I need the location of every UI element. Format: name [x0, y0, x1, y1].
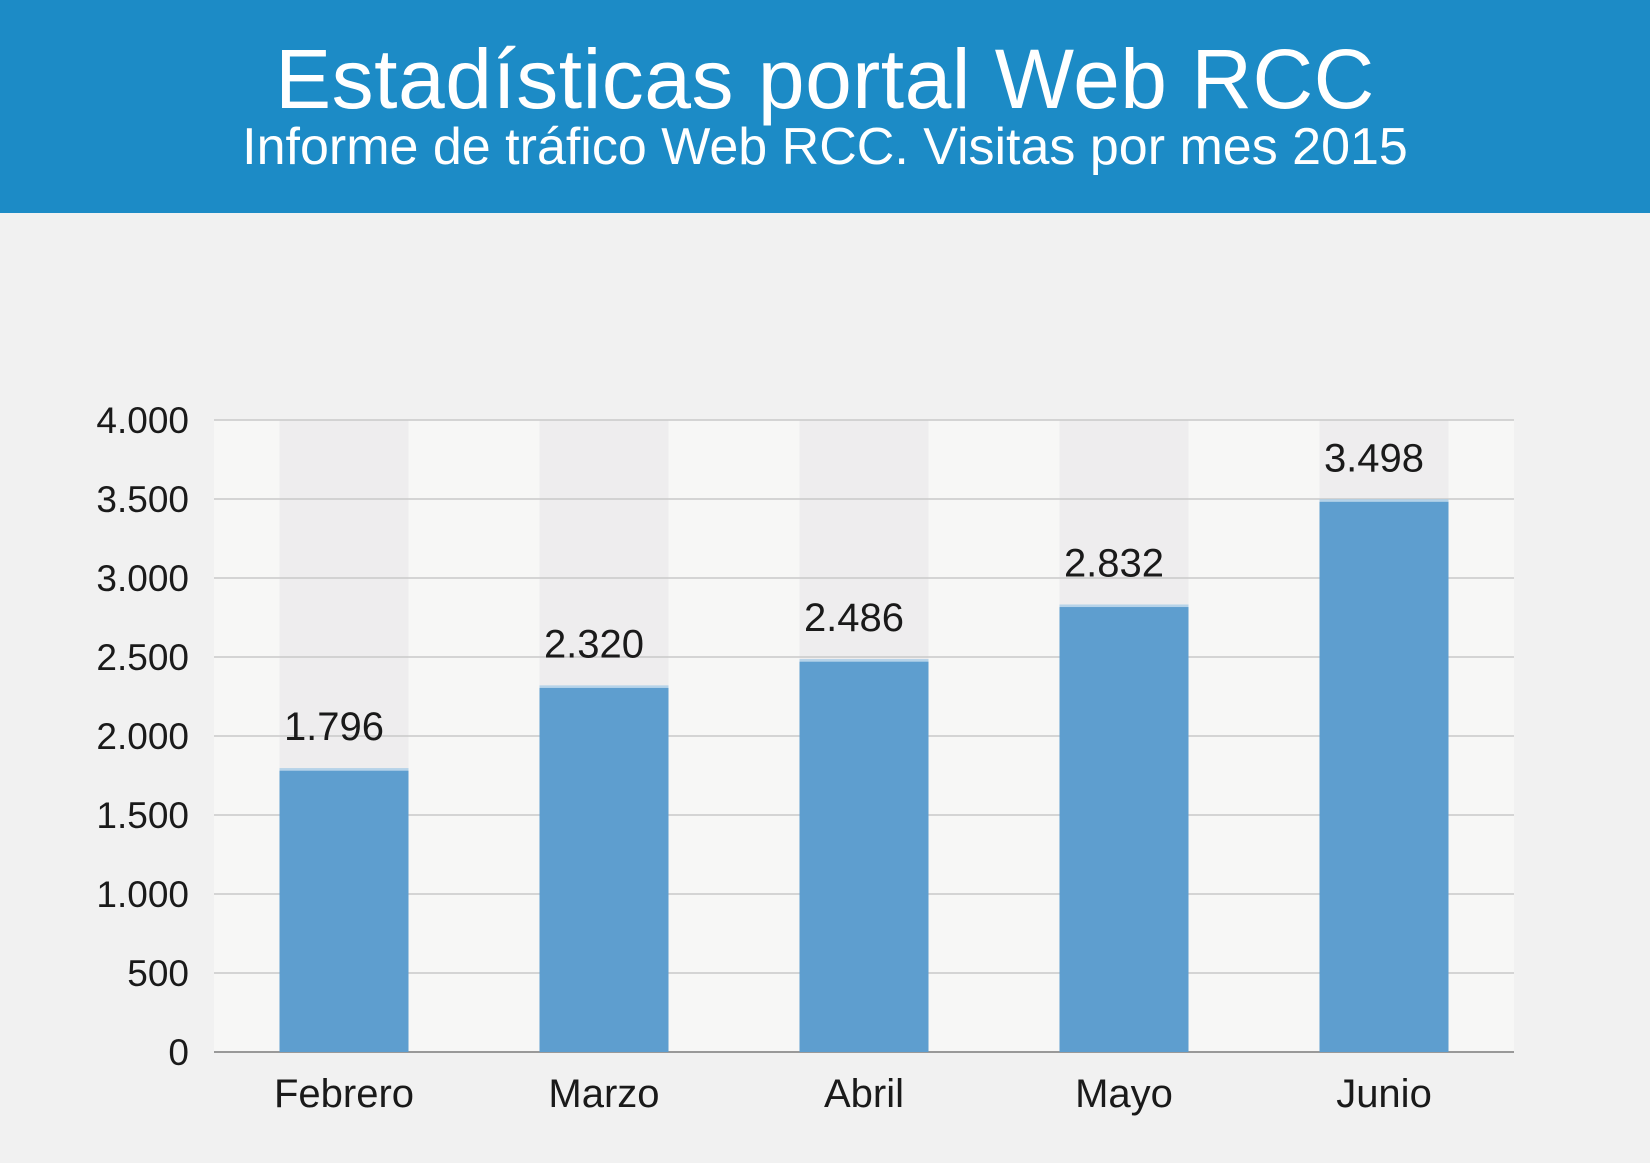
- y-tick-label: 500: [127, 953, 189, 994]
- y-tick-label: 0: [168, 1032, 189, 1073]
- bar: [799, 659, 929, 1052]
- bar: [279, 768, 409, 1052]
- data-label: 2.832: [1064, 542, 1164, 586]
- bar: [1319, 499, 1449, 1052]
- bar-top-highlight: [799, 659, 929, 662]
- page-title: Estadísticas portal Web RCC: [275, 32, 1375, 126]
- bar-top-highlight: [1059, 604, 1189, 608]
- x-tick-label: Marzo: [548, 1072, 659, 1116]
- bar: [539, 685, 669, 1052]
- y-tick-label: 3.500: [96, 479, 189, 520]
- y-tick-label: 2.500: [96, 637, 189, 678]
- data-label: 3.498: [1324, 436, 1424, 480]
- data-label: 2.320: [544, 622, 644, 666]
- x-tick-label: Abril: [824, 1072, 904, 1116]
- y-tick-label: 1.500: [96, 795, 189, 836]
- x-tick-label: Mayo: [1075, 1072, 1173, 1116]
- header-banner: Estadísticas portal Web RCC Informe de t…: [0, 0, 1650, 213]
- bar-top-highlight: [279, 768, 409, 771]
- y-tick-label: 4.000: [96, 400, 189, 441]
- data-label: 2.486: [804, 596, 904, 640]
- bar-top-highlight: [1319, 499, 1449, 502]
- x-tick-label: Junio: [1336, 1072, 1432, 1116]
- bar: [1059, 604, 1189, 1052]
- y-tick-label: 2.000: [96, 716, 189, 757]
- bar-top-highlight: [539, 685, 669, 688]
- y-tick-label: 3.000: [96, 558, 189, 599]
- bar-chart: 0 500 1.000 1.500 2.000 2.500 3.000 3.500 4.000 1…: [96, 400, 1514, 1116]
- data-label: 1.796: [284, 705, 384, 749]
- y-tick-label: 1.000: [96, 874, 189, 915]
- x-tick-label: Febrero: [274, 1072, 414, 1116]
- page-subtitle: Informe de tráfico Web RCC. Visitas por …: [242, 118, 1408, 176]
